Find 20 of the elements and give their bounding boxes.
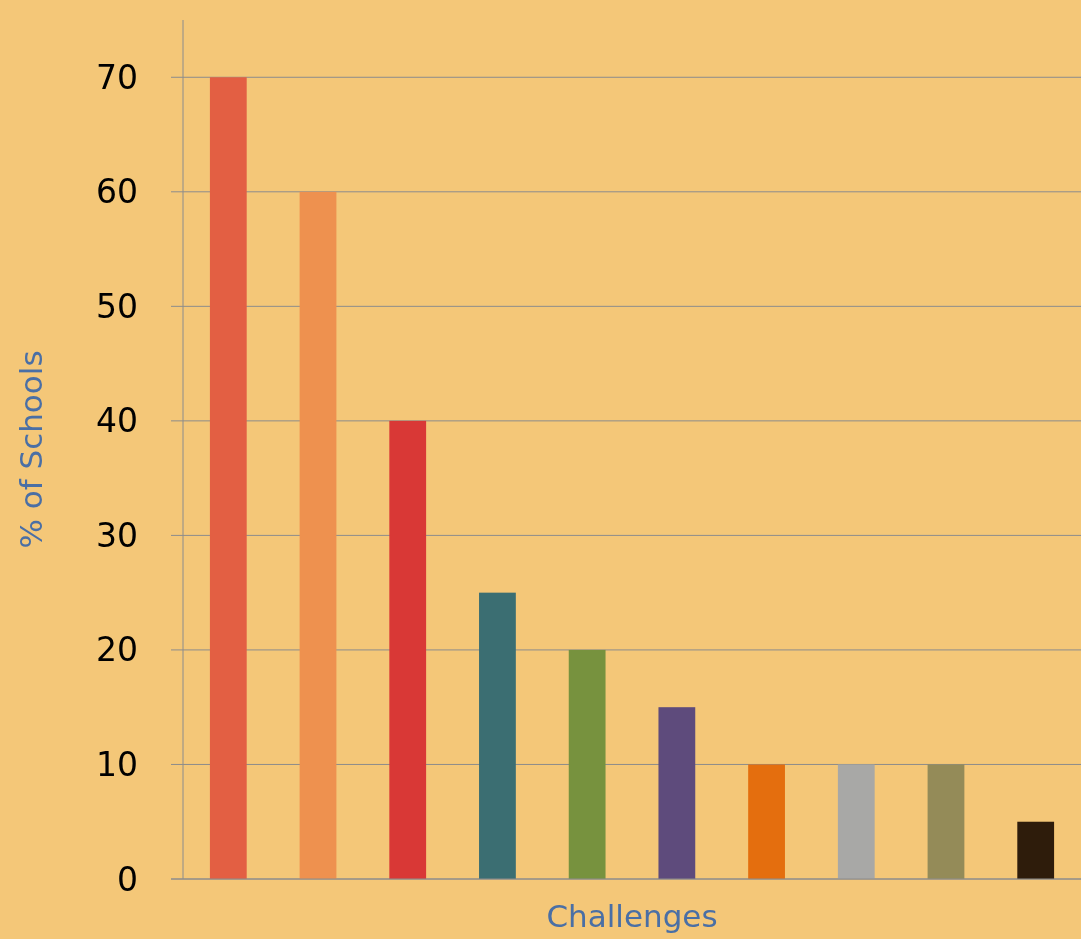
bar <box>837 764 875 879</box>
y-tick-label: 50 <box>96 286 138 326</box>
bar <box>927 764 965 879</box>
bar <box>1017 821 1055 879</box>
bar <box>658 707 696 879</box>
y-tick-label: 20 <box>96 630 138 670</box>
y-tick-label: 10 <box>96 744 138 784</box>
x-axis-title: Challenges <box>546 898 718 934</box>
bar <box>299 191 337 879</box>
bar <box>748 764 785 879</box>
y-tick-label: 0 <box>117 859 138 899</box>
bar <box>389 420 427 879</box>
y-axis-title: % of Schools <box>13 350 49 549</box>
y-tick-label: 60 <box>96 172 138 212</box>
bar <box>568 649 606 879</box>
bar <box>209 77 247 879</box>
y-tick-label: 30 <box>96 515 138 555</box>
y-tick-label: 40 <box>96 401 138 441</box>
y-tick-label: 70 <box>96 57 138 97</box>
bar <box>479 592 516 879</box>
